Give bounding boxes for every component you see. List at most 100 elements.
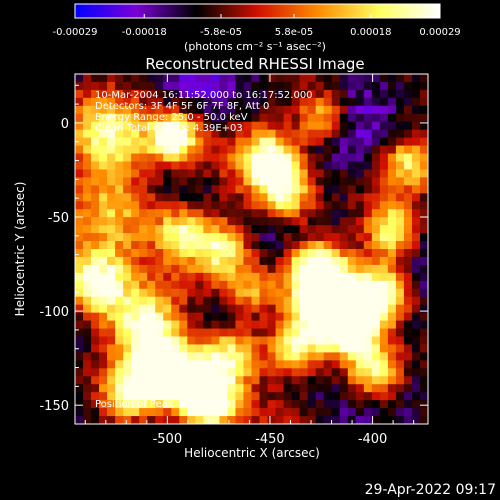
heatmap-cell xyxy=(75,233,84,242)
heatmap-cell xyxy=(259,320,269,330)
heatmap-cell xyxy=(147,137,156,147)
heatmap-cell xyxy=(227,344,237,353)
heatmap-cell xyxy=(347,360,357,369)
heatmap-cell xyxy=(283,360,293,369)
heatmap-cell xyxy=(379,264,389,274)
heatmap-cell xyxy=(219,153,229,163)
heatmap-cell xyxy=(315,408,325,417)
heatmap-cell xyxy=(163,384,172,393)
heatmap-cell xyxy=(323,185,333,194)
heatmap-cell xyxy=(115,241,124,250)
heatmap-cell xyxy=(171,416,180,424)
heatmap-cell xyxy=(355,241,365,250)
heatmap-cell xyxy=(123,169,132,178)
heatmap-cell xyxy=(291,153,301,163)
x-tick-label: -500 xyxy=(153,432,183,447)
heatmap-cell xyxy=(75,320,84,330)
heatmap-cell xyxy=(251,272,261,282)
heatmap-cell xyxy=(419,169,428,178)
heatmap-cell xyxy=(307,225,317,234)
heatmap-cell xyxy=(115,328,124,338)
heatmap-cell xyxy=(251,74,261,83)
heatmap-cell xyxy=(315,320,325,330)
heatmap-cell xyxy=(195,400,204,409)
heatmap-cell xyxy=(395,193,405,202)
heatmap-cell xyxy=(171,137,180,147)
x-tick-label: -400 xyxy=(358,432,388,447)
heatmap-cell xyxy=(315,328,325,338)
heatmap-cell xyxy=(283,416,293,424)
heatmap-cell xyxy=(115,185,124,194)
heatmap-cell xyxy=(339,352,349,361)
heatmap-cell xyxy=(163,392,172,401)
heatmap-cell xyxy=(363,121,373,131)
heatmap-cell xyxy=(131,320,140,330)
heatmap-cell xyxy=(299,97,309,107)
heatmap-cell xyxy=(331,89,341,99)
heatmap-cell xyxy=(395,352,405,361)
heatmap-cell xyxy=(315,360,325,369)
heatmap-cell xyxy=(99,400,108,409)
heatmap-cell xyxy=(275,344,285,353)
heatmap-cell xyxy=(115,74,124,83)
heatmap-cell xyxy=(115,153,124,163)
heatmap-cell xyxy=(387,328,397,338)
heatmap-cell xyxy=(99,121,108,131)
heatmap-cell xyxy=(115,217,124,226)
heatmap-cell xyxy=(363,233,373,242)
heatmap-cell xyxy=(315,169,325,178)
heatmap-cell xyxy=(235,320,245,330)
heatmap-cell xyxy=(139,89,148,99)
heatmap-cell xyxy=(419,312,428,322)
heatmap-cell xyxy=(299,129,309,139)
heatmap-cell xyxy=(395,233,405,242)
heatmap-cell xyxy=(283,368,293,377)
heatmap-cell xyxy=(387,129,397,139)
heatmap-cell xyxy=(195,249,204,258)
heatmap-cell xyxy=(99,328,108,338)
heatmap-cell xyxy=(75,74,84,83)
heatmap-cell xyxy=(235,400,245,409)
heatmap-cell xyxy=(171,177,180,186)
heatmap-cell xyxy=(203,137,212,147)
heatmap-cell xyxy=(411,288,421,298)
heatmap-cell xyxy=(259,264,269,274)
heatmap-cell xyxy=(99,264,108,274)
heatmap-cell xyxy=(315,177,325,186)
heatmap-cell xyxy=(419,193,428,202)
heatmap-cell xyxy=(355,169,365,178)
heatmap-cell xyxy=(155,89,164,99)
heatmap-cell xyxy=(75,336,84,346)
heatmap-cell xyxy=(291,81,301,91)
heatmap-cell xyxy=(251,312,261,322)
heatmap-cell xyxy=(243,129,253,139)
heatmap-cell xyxy=(403,376,413,385)
heatmap-cell xyxy=(91,89,100,99)
heatmap-cell xyxy=(155,328,164,338)
heatmap-cell xyxy=(195,81,204,91)
heatmap-cell xyxy=(235,217,245,226)
heatmap-cell xyxy=(379,368,389,377)
heatmap-cell xyxy=(251,153,261,163)
heatmap-cell xyxy=(203,129,212,139)
heatmap-cell xyxy=(259,193,269,202)
heatmap-cell xyxy=(251,145,261,155)
heatmap-cell xyxy=(123,392,132,401)
heatmap-cell xyxy=(339,280,349,290)
heatmap-cell xyxy=(363,217,373,226)
heatmap-cell xyxy=(227,233,237,242)
heatmap-cell xyxy=(83,408,92,417)
heatmap-cell xyxy=(331,249,341,258)
heatmap-cell xyxy=(419,97,428,107)
heatmap-cell xyxy=(139,328,148,338)
heatmap-cell xyxy=(267,129,277,139)
heatmap-cell xyxy=(99,368,108,377)
heatmap-cell xyxy=(299,352,309,361)
heatmap-cell xyxy=(147,241,156,250)
heatmap-cell xyxy=(171,161,180,171)
heatmap-cell xyxy=(379,185,389,194)
heatmap-cell xyxy=(275,193,285,202)
heatmap-cell xyxy=(387,105,397,115)
heatmap-cell xyxy=(403,384,413,393)
heatmap-cell xyxy=(171,320,180,330)
